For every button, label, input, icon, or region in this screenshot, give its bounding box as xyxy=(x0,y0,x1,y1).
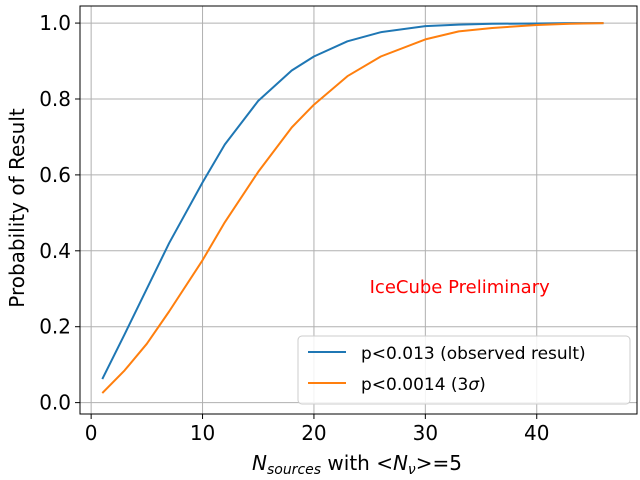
y-ticks: 0.0 0.2 0.4 0.6 0.8 1.0 xyxy=(39,11,80,415)
y-tick-label: 0.6 xyxy=(39,163,71,187)
legend-box xyxy=(297,335,631,405)
y-tick-label: 0.4 xyxy=(39,239,71,263)
legend-label-3sigma-symbol: σ xyxy=(468,375,480,395)
x-tick-label: 20 xyxy=(301,421,326,445)
x-tick-label: 0 xyxy=(85,421,98,445)
series-line-3sigma xyxy=(101,22,604,394)
x-axis-label-nu-sub: ν xyxy=(408,462,416,478)
plot-frame xyxy=(79,5,638,415)
legend-label-3sigma-prefix: p<0.0014 (3 xyxy=(361,375,468,395)
x-axis-label-nu-n: N xyxy=(393,451,408,475)
x-axis-label-sources: sources xyxy=(267,462,321,478)
x-ticks: 0 10 20 30 40 xyxy=(85,414,549,445)
y-tick-label: 1.0 xyxy=(39,11,71,35)
x-axis-label: Nsources with <Nν>=5 xyxy=(252,451,462,478)
series-layer xyxy=(101,22,604,394)
x-tick-label: 40 xyxy=(524,421,549,445)
legend-label-3sigma-suffix: ) xyxy=(479,375,486,395)
legend-label-observed: p<0.013 (observed result) xyxy=(361,344,586,364)
annotation-icecube-preliminary: IceCube Preliminary xyxy=(370,277,550,298)
x-axis-label-tail: >=5 xyxy=(416,451,462,475)
x-axis-label-mid: with < xyxy=(321,451,393,475)
y-tick-label: 0.0 xyxy=(39,391,71,415)
legend-label-3sigma: p<0.0014 (3σ) xyxy=(361,375,486,395)
series-line-observed xyxy=(101,22,604,380)
x-tick-label: 10 xyxy=(190,421,215,445)
legend: p<0.013 (observed result) p<0.0014 (3σ) xyxy=(297,335,631,405)
x-axis-label-n: N xyxy=(252,451,267,475)
y-tick-label: 0.2 xyxy=(39,315,71,339)
y-tick-label: 0.8 xyxy=(39,87,71,111)
x-tick-label: 30 xyxy=(413,421,438,445)
y-axis-label: Probability of Result xyxy=(5,108,29,308)
